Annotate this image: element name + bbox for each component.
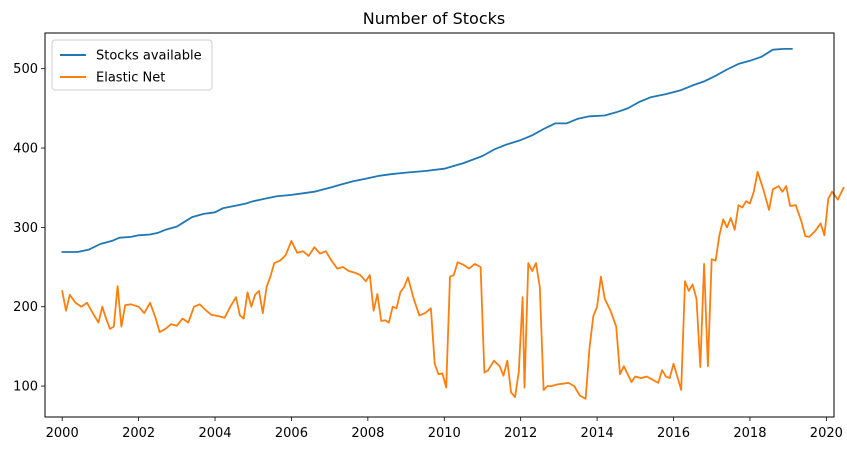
series-line-1 [61, 48, 793, 253]
y-tick-label: 400 [13, 142, 38, 157]
x-tick-label: 2020 [810, 426, 843, 441]
x-tick-label: 2016 [657, 426, 690, 441]
legend: Stocks available Elastic Net [51, 39, 213, 91]
x-tick-label: 2004 [198, 426, 231, 441]
legend-label-1: Stocks available [96, 49, 202, 64]
x-tick-label: 2014 [581, 426, 614, 441]
x-tick-label: 2012 [504, 426, 537, 441]
y-tick-label: 300 [13, 221, 38, 236]
y-tick-label: 500 [13, 62, 38, 77]
x-tick-label: 2006 [275, 426, 308, 441]
legend-frame [51, 39, 213, 91]
legend-label-2: Elastic Net [96, 71, 165, 86]
series-line-2 [61, 170, 845, 400]
x-tick-label: 2010 [428, 426, 461, 441]
x-tick-label: 2008 [351, 426, 384, 441]
x-tick-label: 2000 [46, 426, 79, 441]
axes-layer: 2000 2002 2004 2006 2008 2010 2012 2014 2016 2018… [13, 32, 843, 441]
series-layer [61, 48, 845, 400]
chart-title: Number of Stocks [363, 9, 505, 28]
x-tick-label: 2002 [122, 426, 155, 441]
y-tick-label: 100 [13, 380, 38, 395]
plot-frame [44, 32, 835, 418]
y-tick-label: 200 [13, 300, 38, 315]
x-tick-label: 2018 [733, 426, 766, 441]
